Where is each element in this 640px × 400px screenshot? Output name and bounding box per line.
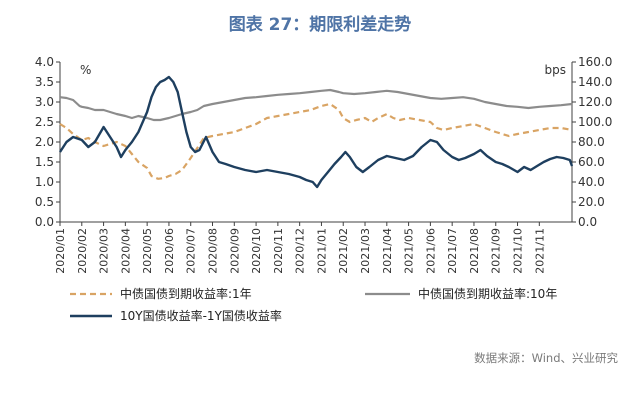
right-tick-label: 100.0 bbox=[578, 115, 612, 129]
right-tick-label: 20.0 bbox=[578, 195, 605, 209]
right-tick-label: 60.0 bbox=[578, 155, 605, 169]
left-tick-label: 3.0 bbox=[35, 95, 54, 109]
x-tick-label: 2021/11 bbox=[533, 228, 546, 274]
left-tick-label: 0.0 bbox=[35, 215, 54, 229]
right-tick-label: 80.0 bbox=[578, 135, 605, 149]
x-tick-label: 2020/06 bbox=[163, 228, 176, 274]
x-tick-label: 2020/11 bbox=[272, 228, 285, 274]
x-tick-label: 2021/10 bbox=[512, 228, 525, 274]
x-tick-label: 2020/05 bbox=[141, 228, 154, 274]
x-tick-label: 2021/05 bbox=[403, 228, 416, 274]
x-tick-label: 2021/04 bbox=[381, 228, 394, 274]
x-tick-label: 2021/08 bbox=[468, 228, 481, 274]
legend-label-y10: 中债国债到期收益率:10年 bbox=[418, 286, 557, 301]
x-tick-label: 2020/08 bbox=[207, 228, 220, 274]
right-tick-label: 40.0 bbox=[578, 175, 605, 189]
left-tick-label: 1.5 bbox=[35, 155, 54, 169]
x-tick-label: 2021/09 bbox=[490, 228, 503, 274]
x-tick-label: 2020/07 bbox=[185, 228, 198, 274]
x-tick-label: 2020/10 bbox=[250, 228, 263, 274]
left-tick-label: 4.0 bbox=[35, 55, 54, 69]
left-tick-label: 2.0 bbox=[35, 135, 54, 149]
left-axis-unit: % bbox=[80, 63, 91, 77]
x-tick-label: 2021/03 bbox=[359, 228, 372, 274]
right-tick-label: 140.0 bbox=[578, 75, 612, 89]
right-tick-label: 0.0 bbox=[578, 215, 597, 229]
series-line-spread bbox=[58, 75, 574, 189]
x-tick-label: 2020/01 bbox=[54, 228, 67, 274]
chart-title: 图表 27：期限利差走势 bbox=[228, 15, 412, 35]
x-tick-label: 2020/04 bbox=[119, 228, 132, 274]
series-line-y1 bbox=[59, 102, 573, 180]
x-tick-label: 2021/01 bbox=[315, 228, 328, 274]
left-tick-label: 0.5 bbox=[35, 195, 54, 209]
left-tick-label: 1.0 bbox=[35, 175, 54, 189]
left-tick-label: 3.5 bbox=[35, 75, 54, 89]
series-line-y10 bbox=[59, 88, 573, 122]
right-axis-unit: bps bbox=[545, 63, 567, 77]
x-tick-label: 2020/12 bbox=[294, 228, 307, 274]
legend: 中债国债到期收益率:1年 中债国债到期收益率:10年 10Y国债收益率-1Y国债收益… bbox=[70, 286, 557, 323]
left-tick-label: 2.5 bbox=[35, 115, 54, 129]
right-tick-label: 160.0 bbox=[578, 55, 612, 69]
series-lines bbox=[58, 75, 574, 189]
x-tick-label: 2021/02 bbox=[337, 228, 350, 274]
right-tick-label: 120.0 bbox=[578, 95, 612, 109]
x-tick-label: 2021/06 bbox=[424, 228, 437, 274]
x-tick-label: 2020/09 bbox=[228, 228, 241, 274]
source-note: 数据来源：Wind、兴业研究 bbox=[474, 351, 618, 365]
legend-label-spread: 10Y国债收益率-1Y国债收益率 bbox=[120, 308, 282, 323]
x-tick-label: 2021/07 bbox=[446, 228, 459, 274]
x-tick-label: 2020/03 bbox=[98, 228, 111, 274]
legend-label-y1: 中债国债到期收益率:1年 bbox=[120, 286, 252, 301]
axes: 0.0 0.5 1.0 1.5 2.0 2.5 3.0 3.5 4.0 0.0 20.0 40.0 60… bbox=[35, 55, 612, 274]
x-tick-label: 2020/02 bbox=[76, 228, 89, 274]
